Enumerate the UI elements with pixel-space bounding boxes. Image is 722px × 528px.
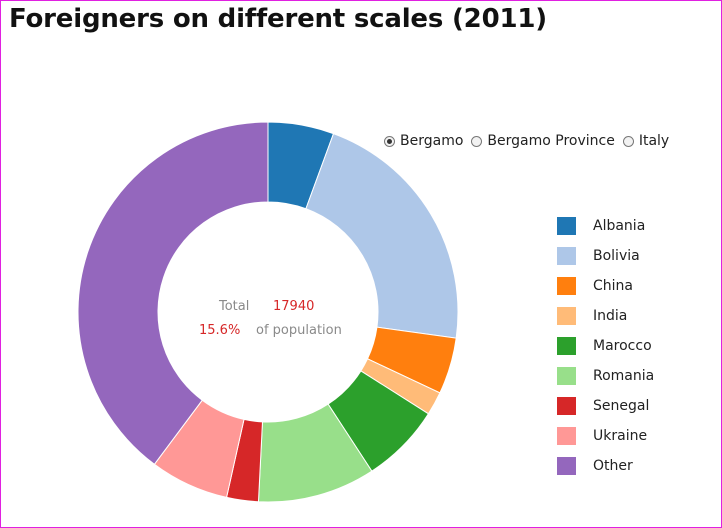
radio-bergamo[interactable]: Bergamo (384, 133, 463, 149)
total-label: Total (219, 299, 250, 314)
legend-item-china: China (557, 271, 654, 301)
radio-bergamo-province[interactable]: Bergamo Province (471, 133, 615, 149)
legend-item-senegal: Senegal (557, 391, 654, 421)
total-value: 17940 (273, 299, 315, 314)
legend-item-other: Other (557, 451, 654, 481)
page-title: Foreigners on different scales (2011) (9, 4, 547, 34)
legend-label: Bolivia (593, 248, 640, 264)
population-label: of population (256, 323, 342, 338)
legend-item-india: India (557, 301, 654, 331)
legend-item-marocco: Marocco (557, 331, 654, 361)
legend-label: Marocco (593, 338, 652, 354)
slice-bolivia[interactable] (305, 132, 459, 339)
legend-label: Ukraine (593, 428, 648, 444)
legend-label: Other (593, 458, 633, 474)
legend-swatch (557, 247, 576, 265)
legend-item-ukraine: Ukraine (557, 421, 654, 451)
radio-label: Bergamo Province (487, 133, 615, 149)
legend-swatch (557, 217, 576, 235)
radio-italy[interactable]: Italy (622, 133, 670, 149)
radio-label: Bergamo (400, 133, 464, 149)
chart-legend: Albania Bolivia China India Marocco Romania Se… (557, 211, 654, 481)
legend-swatch (557, 427, 576, 445)
legend-item-romania: Romania (557, 361, 654, 391)
legend-label: China (593, 278, 633, 294)
legend-item-bolivia: Bolivia (557, 241, 654, 271)
percent-value: 15.6% (199, 323, 241, 338)
legend-label: India (593, 308, 628, 324)
legend-swatch (557, 397, 576, 415)
legend-swatch (557, 307, 576, 325)
radio-label: Italy (638, 133, 670, 149)
radio-button-icon[interactable] (471, 135, 483, 147)
radio-button-icon[interactable] (622, 135, 634, 147)
radio-button-icon[interactable] (384, 135, 395, 147)
legend-label: Albania (593, 218, 646, 234)
slice-other[interactable] (77, 121, 269, 465)
legend-swatch (557, 277, 576, 295)
legend-label: Senegal (593, 398, 650, 414)
legend-swatch (557, 337, 576, 355)
scale-selector: Bergamo Bergamo Province Italy (384, 133, 669, 149)
legend-swatch (557, 457, 576, 475)
legend-swatch (557, 367, 576, 385)
legend-label: Romania (593, 368, 655, 384)
legend-item-albania: Albania (557, 211, 654, 241)
